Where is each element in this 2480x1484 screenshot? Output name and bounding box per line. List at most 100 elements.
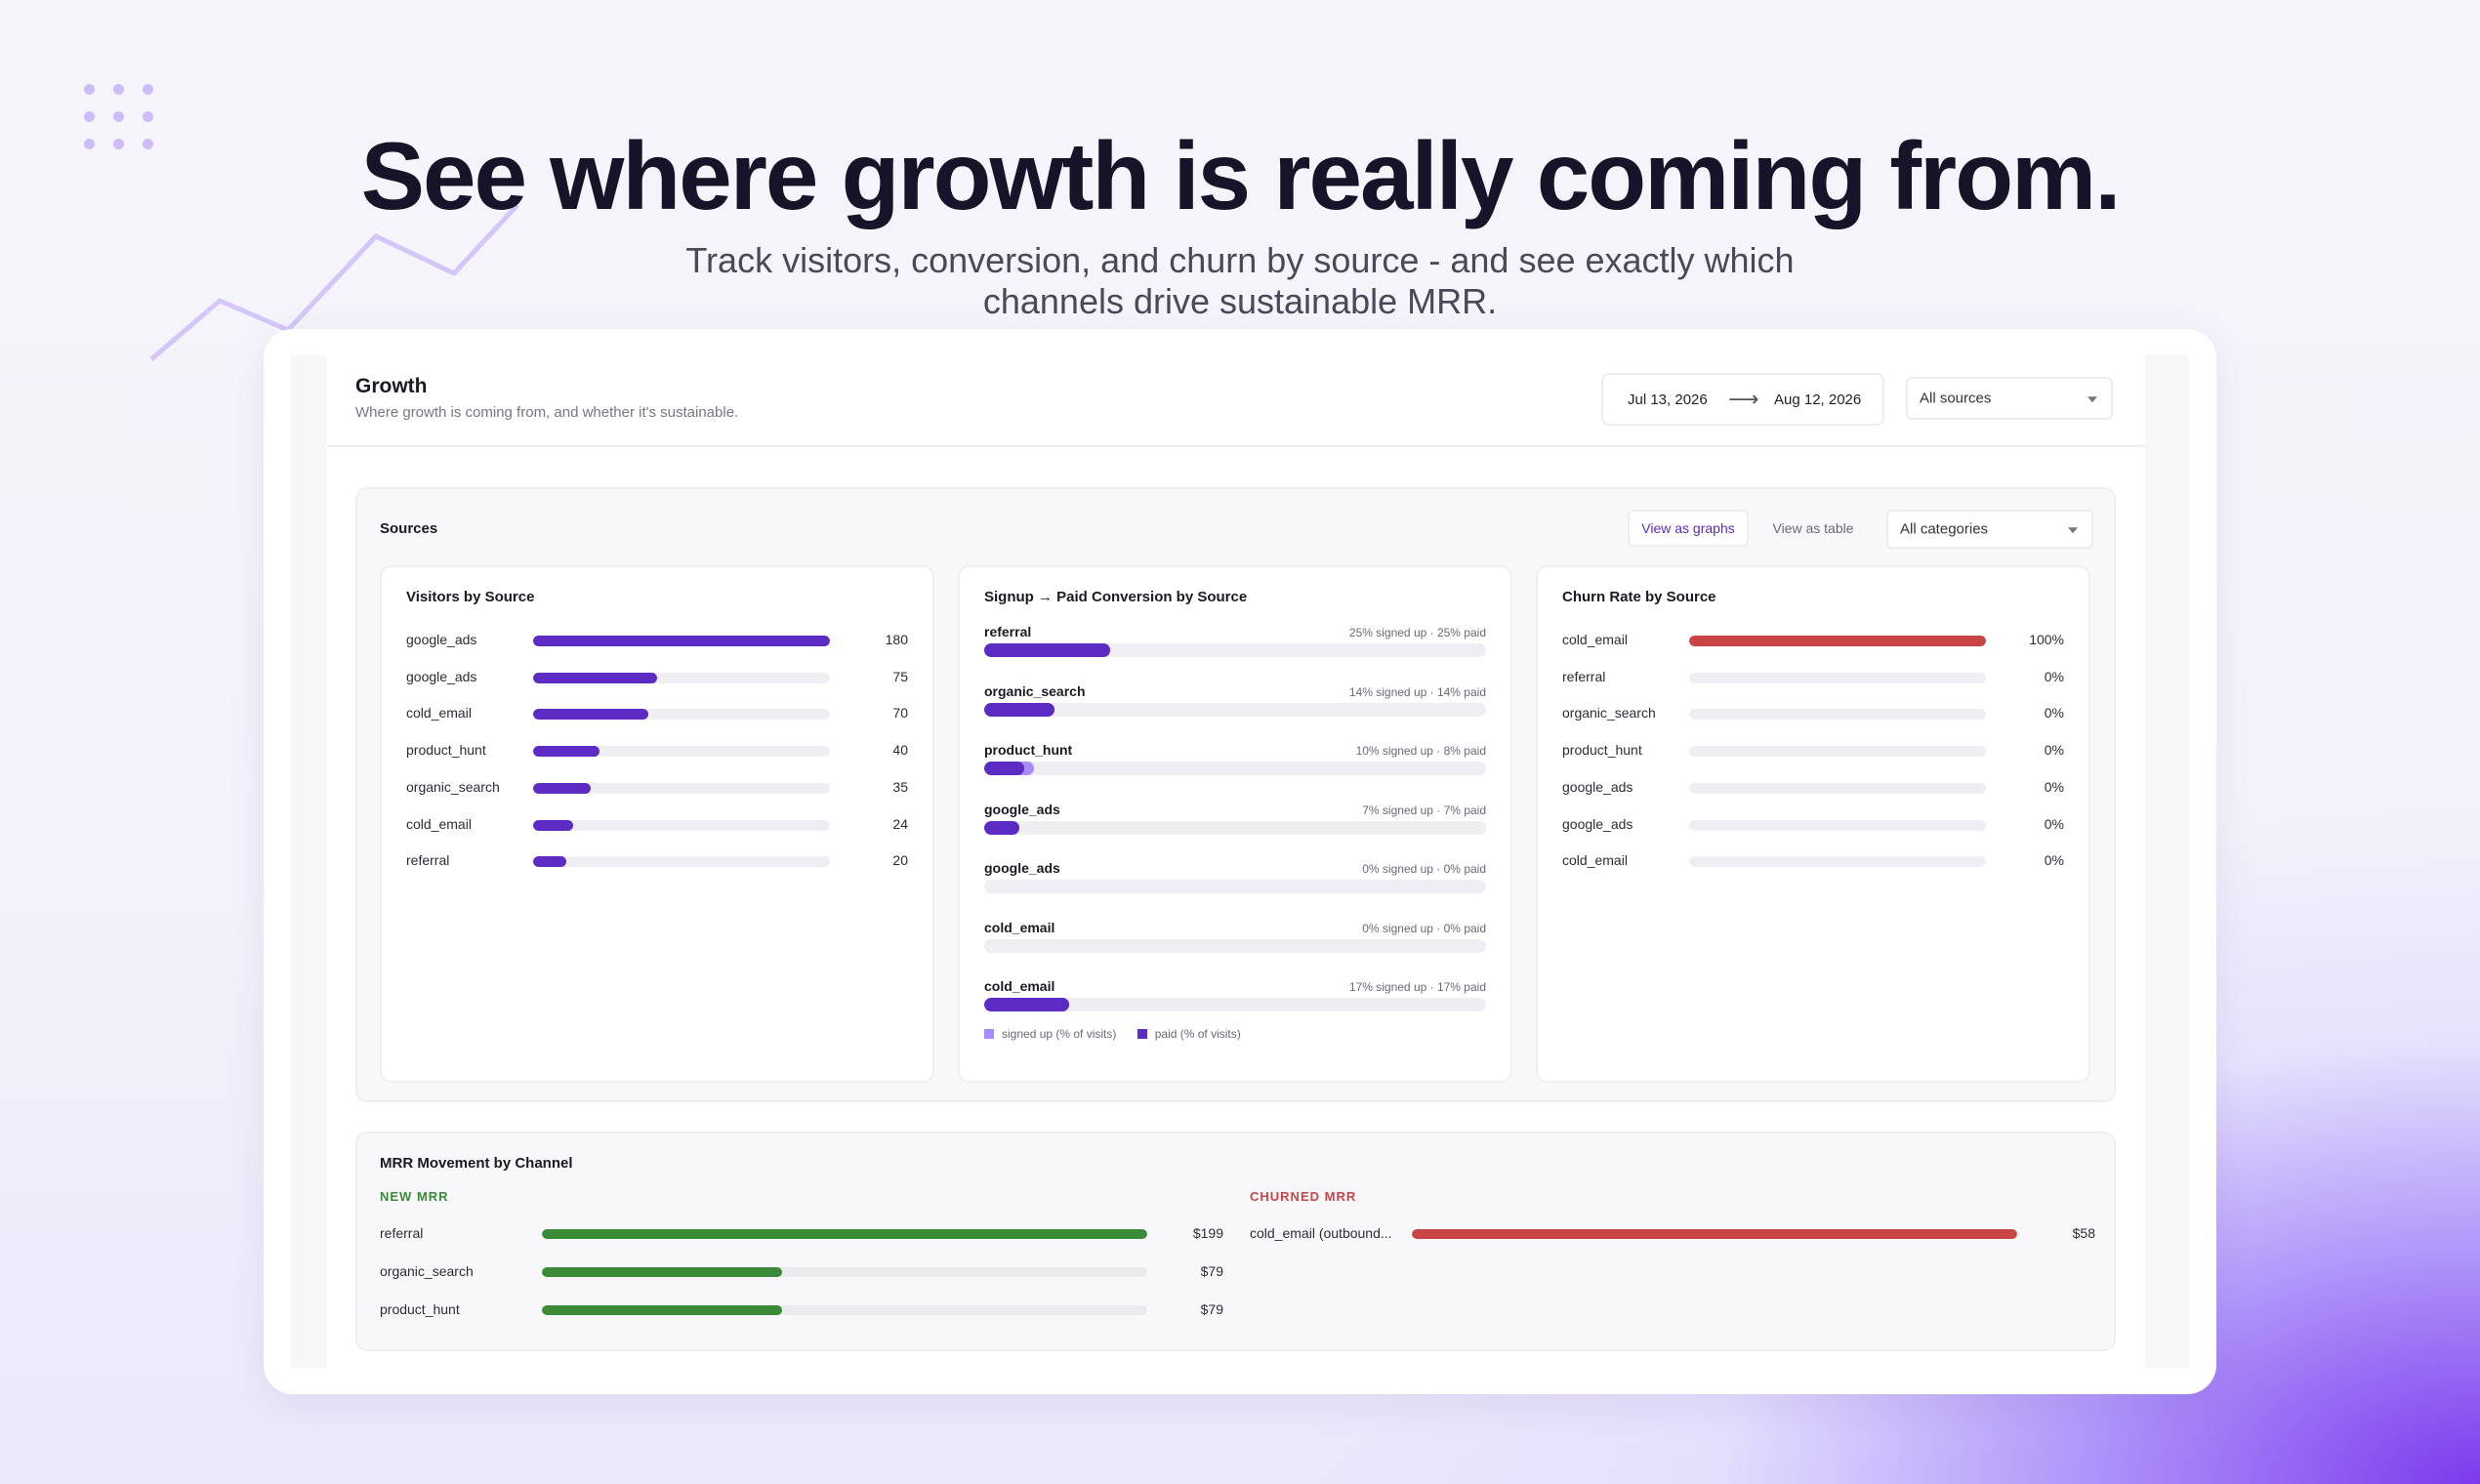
visitor-count: 180 <box>885 632 908 647</box>
date-from[interactable]: Jul 13, 2026 <box>1628 392 1708 408</box>
conversion-row: google_ads 7% signed up · 7% paid <box>984 802 1486 850</box>
bar-track <box>542 1267 1147 1277</box>
hero-subtitle-line-1: Track visitors, conversion, and churn by… <box>685 240 1795 280</box>
source-name: product_hunt <box>1562 742 1642 759</box>
growth-page: Growth Where growth is coming from, and … <box>327 355 2145 1368</box>
category-filter-select[interactable]: All categories <box>1886 510 2093 549</box>
bar-fill <box>1689 636 1986 646</box>
bar-track <box>542 1305 1147 1315</box>
conversion-card-title: Signup → Paid Conversion by Source <box>984 589 1248 605</box>
visitor-row: cold_email 24 <box>406 815 908 835</box>
mrr-movement-panel: MRR Movement by Channel NEW MRR CHURNED … <box>355 1132 2116 1351</box>
bar-track <box>533 856 830 868</box>
app-window: Growth Where growth is coming from, and … <box>291 355 2189 1368</box>
source-name: cold_email <box>406 815 472 832</box>
visitor-count: 35 <box>892 778 908 795</box>
conversion-row: cold_email 17% signed up · 17% paid <box>984 978 1486 1027</box>
conversion-meta: 0% signed up · 0% paid <box>1362 862 1486 876</box>
paid-fill <box>984 820 1019 835</box>
visitor-row: google_ads 75 <box>406 668 908 687</box>
conversion-row: organic_search 14% signed up · 14% paid <box>984 683 1486 732</box>
visitor-row: referral 20 <box>406 851 908 871</box>
mrr-amount: $79 <box>1200 1263 1223 1279</box>
sources-panel: Sources View as graphs View as table All… <box>355 487 2116 1102</box>
source-name: google_ads <box>1562 778 1633 795</box>
conversion-legend: signed up (% of visits) paid (% of visit… <box>984 1027 1259 1041</box>
churn-rate: 0% <box>2044 815 2064 832</box>
visitor-row: cold_email 70 <box>406 704 908 723</box>
source-name: cold_email <box>984 919 1055 935</box>
visitor-row: organic_search 35 <box>406 778 908 798</box>
source-name: google_ads <box>1562 815 1633 832</box>
paid-fill <box>984 762 1025 775</box>
churn-row: cold_email 0% <box>1562 851 2064 871</box>
bar-track <box>1689 856 1986 868</box>
source-name: google_ads <box>984 801 1060 817</box>
hero-subtitle-line-2: channels drive sustainable MRR. <box>982 281 1498 321</box>
new-mrr-row: referral $199 <box>380 1224 1223 1244</box>
page-subtitle: Where growth is coming from, and whether… <box>355 404 739 421</box>
bar-track <box>542 1229 1147 1239</box>
visitor-count: 24 <box>892 815 908 832</box>
churn-card-title: Churn Rate by Source <box>1562 589 1716 605</box>
churn-rate: 0% <box>2044 852 2064 869</box>
visitor-row: product_hunt 40 <box>406 741 908 761</box>
source-name: cold_email <box>1562 632 1628 647</box>
visitor-count: 40 <box>892 742 908 759</box>
churn-row: google_ads 0% <box>1562 778 2064 798</box>
bar-track <box>1412 1229 2017 1239</box>
bar-fill <box>533 782 592 794</box>
churn-rate: 0% <box>2044 742 2064 759</box>
chevron-down-icon <box>2087 396 2097 403</box>
channel-name: referral <box>380 1225 424 1241</box>
churn-rate: 0% <box>2044 668 2064 684</box>
bar-fill <box>533 709 649 721</box>
source-name: organic_search <box>984 682 1086 699</box>
legend-signed-label: signed up (% of visits) <box>1002 1027 1117 1041</box>
new-mrr-row: organic_search $79 <box>380 1262 1223 1282</box>
visitor-count: 75 <box>892 668 908 684</box>
channel-name: product_hunt <box>380 1301 460 1317</box>
new-mrr-row: product_hunt $79 <box>380 1300 1223 1320</box>
bar-track <box>1689 819 1986 831</box>
date-range-picker[interactable]: Jul 13, 2026 ⟶ Aug 12, 2026 <box>1601 373 1884 426</box>
churned-mrr-heading: CHURNED MRR <box>1250 1189 1357 1204</box>
visitor-row: google_ads 180 <box>406 631 908 650</box>
hero-title: See where growth is really coming from. <box>360 122 2122 229</box>
page-header: Growth Where growth is coming from, and … <box>327 355 2145 447</box>
source-name: cold_email <box>1562 852 1628 869</box>
bar-track <box>1689 636 1986 646</box>
bar-track <box>533 819 830 831</box>
new-mrr-heading: NEW MRR <box>380 1189 449 1204</box>
legend-signed-up: signed up (% of visits) <box>984 1027 1116 1041</box>
bar-track <box>984 880 1486 893</box>
view-as-table-button[interactable]: View as table <box>1772 520 1854 536</box>
conversion-by-source-card: Signup → Paid Conversion by Source refer… <box>958 565 1512 1083</box>
churn-rate: 0% <box>2044 778 2064 795</box>
legend-swatch-signed <box>984 1029 994 1039</box>
source-name: organic_search <box>406 778 500 795</box>
decorative-trend-line <box>149 203 519 361</box>
view-as-graphs-button[interactable]: View as graphs <box>1628 510 1749 547</box>
churned-mrr-row: cold_email (outbound... $58 <box>1250 1224 2095 1244</box>
legend-swatch-paid <box>1137 1029 1147 1039</box>
bar-track <box>533 672 830 683</box>
bar-track <box>533 782 830 794</box>
conversion-meta: 14% signed up · 14% paid <box>1348 684 1486 699</box>
bar-fill <box>533 672 657 683</box>
bar-track <box>1689 746 1986 758</box>
visitor-count: 70 <box>892 705 908 721</box>
conversion-row: cold_email 0% signed up · 0% paid <box>984 920 1486 969</box>
bar-fill <box>533 856 566 868</box>
date-to[interactable]: Aug 12, 2026 <box>1774 392 1862 408</box>
source-name: cold_email <box>406 705 472 721</box>
bar-fill <box>542 1229 1147 1239</box>
screenshot-frame: Growth Where growth is coming from, and … <box>264 329 2216 1394</box>
source-filter-select[interactable]: All sources <box>1906 377 2113 420</box>
bar-track <box>984 820 1486 835</box>
churn-rate: 100% <box>2029 632 2064 647</box>
hero-subtitle: Track visitors, conversion, and churn by… <box>625 240 1855 322</box>
churn-row: cold_email 100% <box>1562 631 2064 650</box>
bar-fill <box>533 746 599 758</box>
visitor-count: 20 <box>892 852 908 869</box>
